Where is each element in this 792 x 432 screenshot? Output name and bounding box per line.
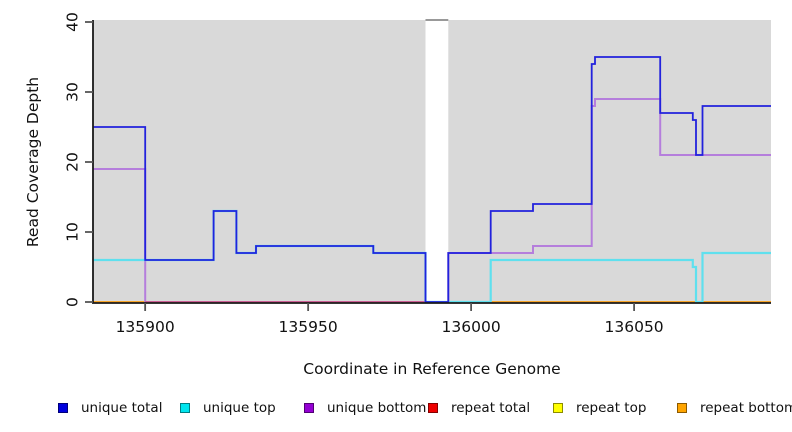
y-tick-label: 40 [64, 12, 82, 32]
x-tick-label: 135950 [279, 318, 338, 336]
legend-item-unique-bottom: unique bottom [304, 399, 426, 417]
unique-bottom-swatch-icon [304, 403, 314, 413]
legend-item-repeat-total: repeat total [428, 399, 530, 417]
series-line-unique-total [93, 56, 771, 303]
x-axis-label: Coordinate in Reference Genome [303, 360, 561, 378]
unique-total-swatch-icon [58, 403, 68, 413]
unique-top-swatch-icon [180, 403, 190, 413]
x-tick-label: 135900 [116, 318, 175, 336]
repeat-total-swatch-icon [428, 403, 438, 413]
legend-label: unique bottom [327, 400, 427, 416]
masked-region [425, 20, 449, 302]
legend-item-unique-top: unique top [180, 399, 276, 417]
repeat-top-swatch-icon [553, 403, 563, 413]
repeat-bottom-swatch-icon [677, 403, 687, 413]
y-tick-label: 20 [64, 152, 82, 172]
legend-item-unique-total: unique total [58, 399, 162, 417]
chart-legend: unique total unique top unique bottom re… [0, 399, 792, 421]
x-tick-label: 136000 [442, 318, 501, 336]
legend-item-repeat-bottom: repeat bottom [677, 399, 792, 417]
y-axis-label: Read Coverage Depth [24, 76, 42, 248]
y-tick-label: 10 [64, 222, 82, 242]
legend-label: unique total [81, 400, 163, 416]
y-tick-label: 30 [64, 82, 82, 102]
y-tick-label: 0 [64, 297, 82, 307]
x-tick-label: 136050 [605, 318, 664, 336]
legend-label: unique top [203, 400, 276, 416]
legend-label: repeat total [451, 400, 531, 416]
legend-label: repeat top [576, 400, 647, 416]
legend-label: repeat bottom [700, 400, 792, 416]
legend-item-repeat-top: repeat top [553, 399, 646, 417]
